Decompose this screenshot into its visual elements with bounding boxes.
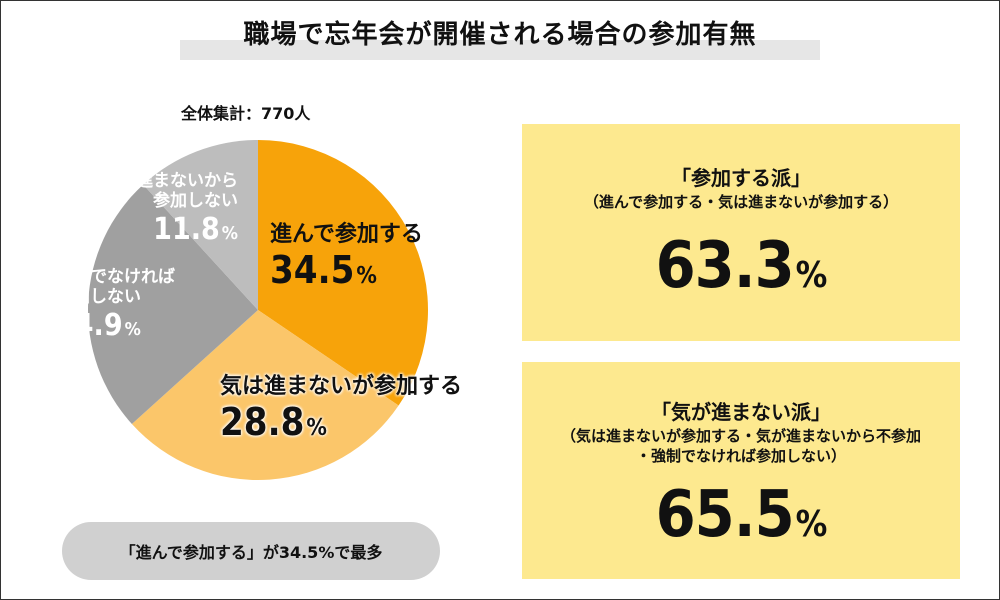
slice-unit: % [356,263,377,290]
slice-unit: % [124,319,141,341]
slice-unit: % [221,223,238,245]
total-count: 全体集計：770人 [181,104,311,123]
slice-label-reluctant-attend: 気は進まないが参加する 28.8% [220,374,462,445]
slice-value: 24.9 [56,308,123,344]
slice-value: 28.8 [220,400,305,445]
attend-group-box: 「参加する派」 （進んで参加する・気は進まないが参加する） 63.3% [522,124,960,341]
slice-label-text: 気が進まないから [102,171,238,191]
slice-label-text-2: 参加しない [56,286,141,307]
slice-label-not-attend: 気が進まないから 参加しない 11.8% [76,171,238,248]
box-unit: % [795,504,828,545]
box-value: 63.3 [655,228,795,303]
summary-pill: 「進んで参加する」が34.5%で最多 [62,522,440,580]
box-value: 65.5 [655,478,795,552]
slice-label-text: 強制でなければ [56,267,175,287]
pie-slice-reluctant-attend [131,310,399,480]
box-subtitle: （進んで参加する・気は進まないが参加する） [583,193,899,211]
pie-slice-not-attend [143,140,258,310]
box-subtitle: （気は進まないが参加する・気が進まないから不参加 [560,427,921,445]
slice-label-not-forced: 強制でなければ 参加しない 24.9% [56,267,175,344]
slice-unit: % [306,415,327,442]
box-subtitle-2: ・強制でなければ参加しない） [635,446,846,465]
slice-label-text: 気は進まないが参加する [220,374,463,399]
slice-value: 34.5 [270,248,355,293]
reluctant-group-box: 「気が進まない派」 （気は進まないが参加する・気が進まないから不参加 ・強制でな… [522,362,960,579]
slice-label-text-2: 参加しない [153,190,238,211]
pie-slice-not-forced [87,184,259,425]
slice-label-text: 進んで参加する [270,222,423,247]
slice-value: 11.8 [153,212,220,248]
chart-title: 職場で忘年会が開催される場合の参加有無 [243,20,757,50]
box-title: 「参加する派」 [671,166,811,190]
pie-slice-enthusiastic [258,140,428,406]
slice-label-enthusiastic: 進んで参加する 34.5% [270,222,423,293]
box-title: 「気が進まない派」 [651,400,831,424]
title-band [180,40,820,60]
box-unit: % [795,254,828,296]
